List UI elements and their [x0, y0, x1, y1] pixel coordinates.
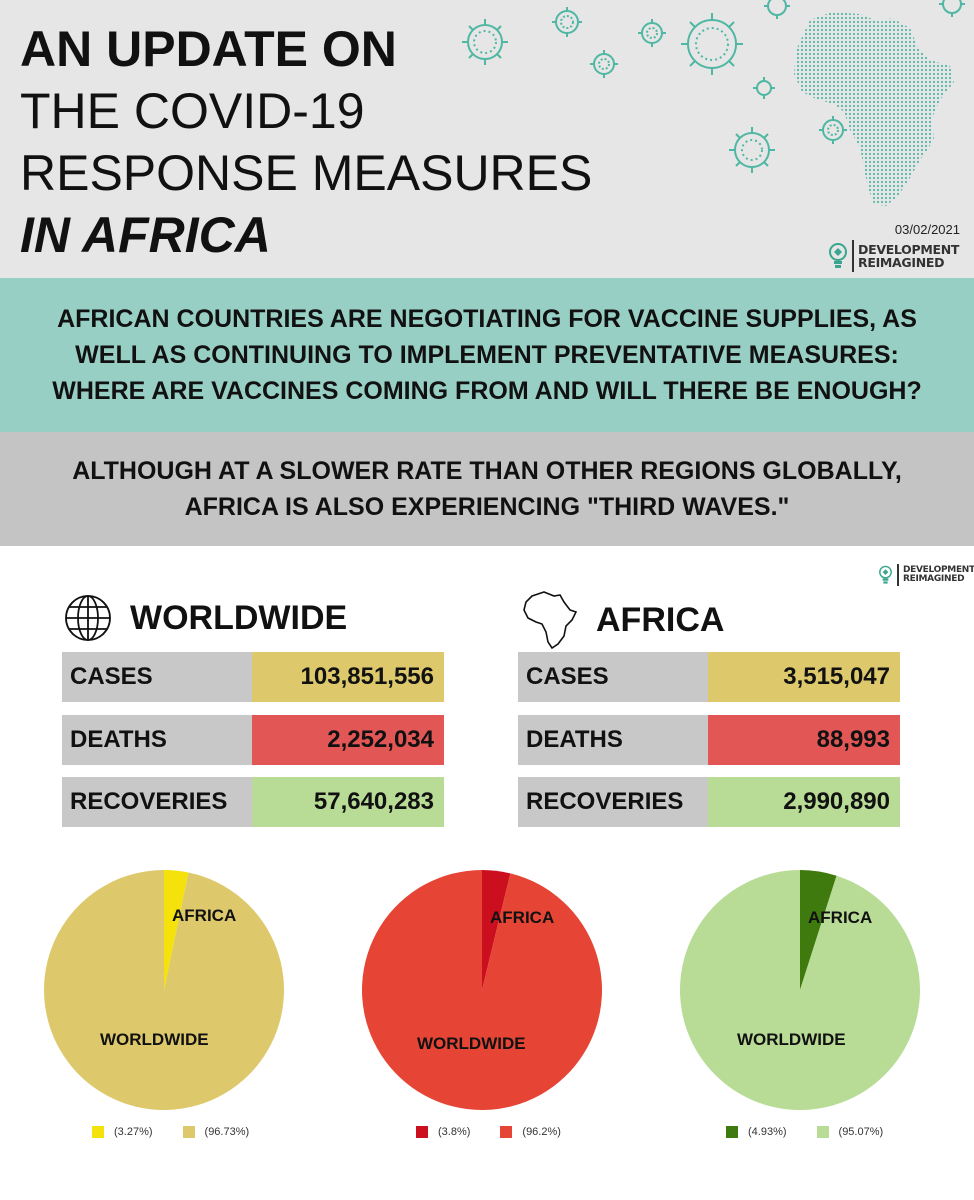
headline-band: AFRICAN COUNTRIES ARE NEGOTIATING FOR VA… — [0, 278, 974, 432]
legend-item: (96.73%) — [182, 1126, 250, 1138]
africa-stats: CASES 3,515,047 DEATHS 88,993 RECOVERIES… — [518, 652, 900, 840]
virus-icon — [939, 0, 965, 17]
subheadline-band: ALTHOUGH AT A SLOWER RATE THAN OTHER REG… — [0, 432, 974, 546]
africa-deaths-row: DEATHS 88,993 — [518, 714, 900, 765]
cases-label: CASES — [518, 652, 708, 702]
virus-icon — [638, 19, 666, 47]
virus-icon — [552, 7, 582, 37]
virus-icon — [753, 77, 775, 99]
legend-swatch — [500, 1126, 513, 1138]
africa-cases-value: 3,515,047 — [708, 652, 900, 702]
pie-slice-africa — [800, 870, 837, 990]
virus-icon — [681, 13, 743, 75]
virus-icon — [729, 127, 775, 173]
main-title: AN UPDATE ON THE COVID-19 RESPONSE MEASU… — [20, 18, 592, 266]
brand-small-line-2: REIMAGINED — [903, 574, 965, 584]
legend-swatch — [92, 1126, 104, 1138]
worldwide-recoveries-row: RECOVERIES 57,640,283 — [62, 777, 444, 827]
worldwide-title: WORLDWIDE — [130, 598, 348, 637]
pie-legend: (3.8%) (96.2%) — [416, 1126, 591, 1138]
worldwide-deaths-value: 2,252,034 — [252, 714, 444, 765]
worldwide-deaths-row: DEATHS 2,252,034 — [62, 714, 444, 765]
pie-label-africa: AFRICA — [490, 908, 555, 927]
legend-text: (96.73%) — [204, 1126, 250, 1138]
africa-map-icon — [794, 12, 954, 206]
africa-recoveries-value: 2,990,890 — [708, 777, 900, 827]
virus-icon — [590, 50, 618, 78]
virus-icon — [462, 19, 508, 65]
pie-slice-africa — [482, 870, 511, 990]
date-label: 03/02/2021 — [894, 222, 960, 237]
legend-item: (95.07%) — [816, 1126, 884, 1138]
deaths-label: DEATHS — [518, 714, 708, 765]
africa-deaths-value: 88,993 — [708, 714, 900, 765]
recoveries-label: RECOVERIES — [518, 777, 708, 827]
cases-label: CASES — [62, 652, 252, 702]
legend-text: (3.27%) — [114, 1126, 153, 1138]
pie-legend: (3.27%) (96.73%) — [92, 1126, 279, 1138]
headline-text: AFRICAN COUNTRIES ARE NEGOTIATING FOR VA… — [52, 305, 922, 405]
pie-slice-africa — [164, 870, 189, 990]
pie-chart-3 — [680, 870, 920, 1110]
legend-text: (4.93%) — [748, 1126, 787, 1138]
pie-slice-worldwide — [362, 870, 602, 1110]
worldwide-stats: CASES 103,851,556 DEATHS 2,252,034 RECOV… — [62, 652, 444, 840]
header: AN UPDATE ON THE COVID-19 RESPONSE MEASU… — [0, 0, 974, 278]
virus-icon — [764, 0, 790, 19]
legend-item: (96.2%) — [500, 1126, 561, 1138]
pie-slice-worldwide — [680, 870, 920, 1110]
worldwide-heading: WORLDWIDE — [64, 594, 347, 642]
worldwide-cases-row: CASES 103,851,556 — [62, 652, 444, 702]
globe-icon — [65, 595, 111, 641]
title-line-4: IN AFRICA — [20, 207, 271, 263]
legend-item: (3.8%) — [416, 1126, 470, 1138]
virus-decoration — [462, 0, 965, 206]
legend-item: (4.93%) — [726, 1126, 787, 1138]
pie-label-africa: AFRICA — [172, 906, 237, 925]
brand-logo-small: DEVELOPMENT REIMAGINED — [878, 564, 974, 586]
pie-legend: (4.93%) (95.07%) — [726, 1126, 913, 1138]
pie-label-worldwide: WORLDWIDE — [100, 1030, 209, 1049]
title-line-3: RESPONSE MEASURES — [20, 145, 593, 201]
legend-text: (95.07%) — [838, 1126, 884, 1138]
legend-swatch — [416, 1126, 428, 1138]
legend-text: (96.2%) — [522, 1126, 561, 1138]
africa-heading: AFRICA — [520, 590, 724, 650]
brand-small-line-1: DEVELOPMENT — [903, 565, 974, 575]
brand-logo: DEVELOPMENT REIMAGINED — [828, 240, 959, 272]
africa-title: AFRICA — [596, 600, 725, 639]
legend-item: (3.27%) — [92, 1126, 153, 1138]
brand-line-2: REIMAGINED — [858, 255, 945, 270]
title-line-2: THE COVID-19 — [20, 83, 365, 139]
deaths-label: DEATHS — [62, 714, 252, 765]
lightbulb-icon — [879, 565, 892, 584]
legend-text: (3.8%) — [438, 1126, 471, 1138]
worldwide-cases-value: 103,851,556 — [252, 652, 444, 702]
pie-label-worldwide: WORLDWIDE — [417, 1034, 526, 1053]
brand-line-1: DEVELOPMENT — [858, 242, 960, 257]
africa-outline-icon — [523, 591, 578, 650]
virus-icon — [819, 116, 847, 144]
africa-cases-row: CASES 3,515,047 — [518, 652, 900, 702]
legend-swatch — [182, 1126, 195, 1138]
pie-label-africa: AFRICA — [808, 908, 873, 927]
pie-chart-2 — [362, 870, 602, 1110]
worldwide-recoveries-value: 57,640,283 — [252, 777, 444, 827]
africa-recoveries-row: RECOVERIES 2,990,890 — [518, 777, 900, 827]
recoveries-label: RECOVERIES — [62, 777, 252, 827]
lightbulb-icon — [829, 243, 847, 268]
title-line-1: AN UPDATE ON — [20, 21, 397, 77]
subheadline-text: ALTHOUGH AT A SLOWER RATE THAN OTHER REG… — [72, 457, 902, 521]
pie-label-worldwide: WORLDWIDE — [737, 1030, 846, 1049]
pie-slice-worldwide — [44, 870, 284, 1110]
legend-swatch — [726, 1126, 738, 1138]
legend-swatch — [816, 1126, 829, 1138]
pie-chart-1 — [44, 870, 284, 1110]
